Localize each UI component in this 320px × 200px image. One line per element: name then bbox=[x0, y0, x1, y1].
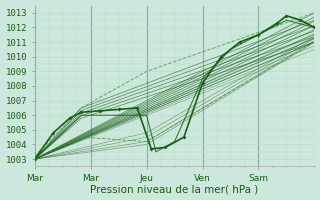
X-axis label: Pression niveau de la mer( hPa ): Pression niveau de la mer( hPa ) bbox=[91, 184, 259, 194]
